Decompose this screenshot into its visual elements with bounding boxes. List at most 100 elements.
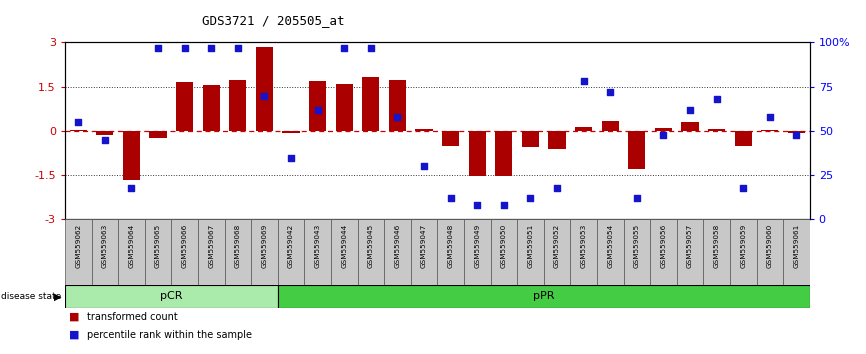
Bar xyxy=(761,130,779,131)
Text: GSM559054: GSM559054 xyxy=(607,224,613,268)
Text: GSM559050: GSM559050 xyxy=(501,224,507,268)
Text: ■: ■ xyxy=(69,330,80,339)
Point xyxy=(683,107,697,113)
Bar xyxy=(198,219,224,285)
Point xyxy=(630,195,643,201)
Bar xyxy=(150,131,166,138)
Point xyxy=(656,132,670,137)
Text: GSM559058: GSM559058 xyxy=(714,224,720,268)
Bar xyxy=(628,131,645,169)
Bar xyxy=(783,219,810,285)
Text: GSM559048: GSM559048 xyxy=(448,224,454,268)
Point xyxy=(151,45,165,51)
Point xyxy=(337,45,351,51)
Bar xyxy=(96,131,113,135)
Point xyxy=(311,107,325,113)
Point xyxy=(284,155,298,160)
Point xyxy=(736,185,750,190)
Bar xyxy=(575,127,592,131)
Text: GSM559047: GSM559047 xyxy=(421,224,427,268)
Bar xyxy=(788,131,805,133)
Text: GSM559061: GSM559061 xyxy=(793,224,799,268)
Point xyxy=(709,96,723,102)
Bar xyxy=(517,219,544,285)
Bar xyxy=(358,219,385,285)
Point xyxy=(364,45,378,51)
Text: pPR: pPR xyxy=(533,291,554,302)
Bar xyxy=(597,219,624,285)
Point xyxy=(470,202,484,208)
Text: GSM559042: GSM559042 xyxy=(288,224,294,268)
Bar xyxy=(278,285,810,308)
Text: GSM559065: GSM559065 xyxy=(155,224,161,268)
Text: GSM559046: GSM559046 xyxy=(394,224,400,268)
Bar xyxy=(336,84,352,131)
Text: disease state: disease state xyxy=(1,292,61,301)
Point xyxy=(443,195,457,201)
Bar xyxy=(145,219,171,285)
Bar xyxy=(544,219,571,285)
Bar xyxy=(389,80,406,131)
Bar xyxy=(309,81,326,131)
Bar xyxy=(708,129,725,131)
Bar xyxy=(495,131,513,176)
Text: GSM559063: GSM559063 xyxy=(102,224,108,268)
Bar xyxy=(176,82,193,131)
Text: GSM559067: GSM559067 xyxy=(208,224,214,268)
Text: percentile rank within the sample: percentile rank within the sample xyxy=(87,330,252,339)
Text: transformed count: transformed count xyxy=(87,312,178,322)
Bar xyxy=(464,219,490,285)
Bar xyxy=(331,219,358,285)
Point xyxy=(497,202,511,208)
Bar xyxy=(118,219,145,285)
Point xyxy=(231,45,245,51)
Point xyxy=(204,45,218,51)
Bar xyxy=(282,131,300,133)
Bar xyxy=(92,219,118,285)
Bar xyxy=(655,128,672,131)
Point xyxy=(523,195,537,201)
Point xyxy=(98,137,112,143)
Text: GSM559066: GSM559066 xyxy=(182,224,188,268)
Text: GSM559064: GSM559064 xyxy=(128,224,134,268)
Bar xyxy=(171,219,198,285)
Point xyxy=(391,114,404,120)
Bar xyxy=(65,285,278,308)
Bar xyxy=(229,80,247,131)
Bar xyxy=(65,219,92,285)
Text: GSM559045: GSM559045 xyxy=(368,224,374,268)
Text: GSM559053: GSM559053 xyxy=(580,224,586,268)
Text: ▶: ▶ xyxy=(54,291,61,302)
Point xyxy=(125,185,139,190)
Text: GSM559052: GSM559052 xyxy=(554,224,560,268)
Point xyxy=(577,79,591,84)
Bar xyxy=(650,219,676,285)
Point xyxy=(178,45,191,51)
Text: GSM559044: GSM559044 xyxy=(341,224,347,268)
Text: GSM559059: GSM559059 xyxy=(740,224,746,268)
Bar xyxy=(304,219,331,285)
Bar xyxy=(278,219,304,285)
Bar xyxy=(624,219,650,285)
Point xyxy=(71,119,85,125)
Bar xyxy=(442,131,459,146)
Bar xyxy=(571,219,597,285)
Text: GSM559043: GSM559043 xyxy=(314,224,320,268)
Bar xyxy=(123,131,140,180)
Bar xyxy=(385,219,410,285)
Text: GSM559057: GSM559057 xyxy=(687,224,693,268)
Bar xyxy=(416,129,433,131)
Bar xyxy=(251,219,278,285)
Point xyxy=(417,164,431,169)
Text: GSM559049: GSM559049 xyxy=(475,224,481,268)
Bar xyxy=(703,219,730,285)
Text: GDS3721 / 205505_at: GDS3721 / 205505_at xyxy=(203,14,345,27)
Bar xyxy=(362,77,379,131)
Point xyxy=(257,93,271,98)
Bar xyxy=(437,219,464,285)
Bar xyxy=(757,219,783,285)
Point xyxy=(790,132,804,137)
Bar xyxy=(69,130,87,131)
Bar xyxy=(255,47,273,131)
Point xyxy=(550,185,564,190)
